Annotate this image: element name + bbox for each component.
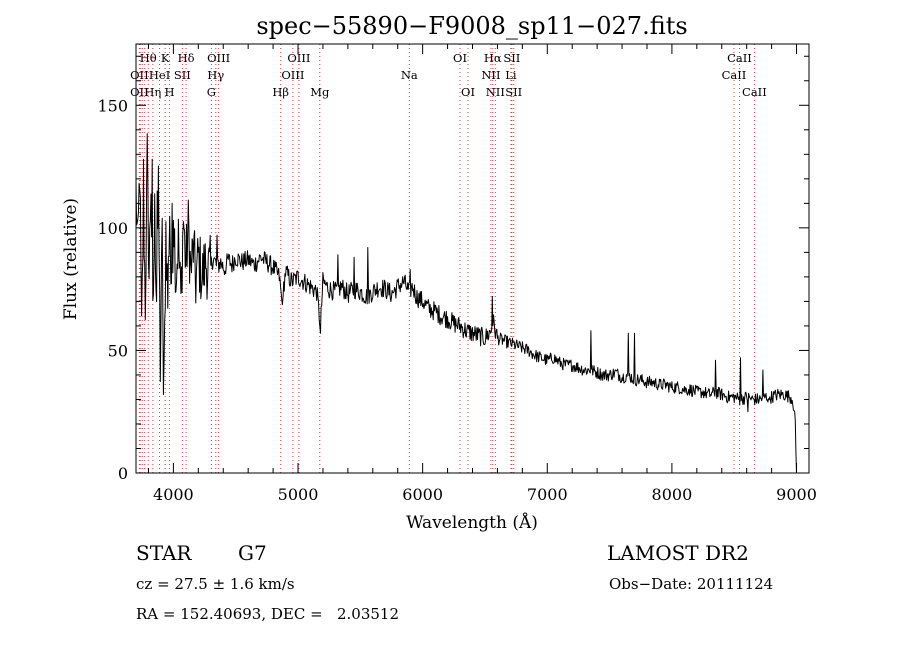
x-tick-label: 6000 — [402, 485, 443, 504]
x-axis: 4000 5000 6000 7000 8000 9000 — [147, 44, 817, 504]
spectral-line-label: Hδ — [178, 51, 195, 65]
spectral-line-label: CaII — [727, 51, 752, 65]
spectral-line-label: Hη — [144, 85, 161, 99]
y-axis-label: Flux (relative) — [61, 198, 81, 320]
spectral-line-label: NII — [481, 68, 500, 82]
spectral-line-label: SII — [174, 68, 191, 82]
spectral-line-label: NII — [486, 85, 505, 99]
spectral-line-label: Hγ — [207, 68, 224, 82]
obs-date: Obs−Date: 20111124 — [609, 575, 773, 593]
x-tick-label: 7000 — [527, 485, 568, 504]
spectral-line-label: CaII — [742, 85, 767, 99]
object-subclass: G7 — [238, 541, 267, 565]
y-tick-label: 100 — [97, 219, 128, 238]
x-tick-label: 5000 — [278, 485, 319, 504]
spectral-line-label: Li — [505, 68, 517, 82]
spectral-line-label: OII — [130, 68, 149, 82]
redshift-info: cz = 27.5 ± 1.6 km/s — [136, 575, 295, 593]
spectral-line-label: Hθ — [140, 51, 157, 65]
spectral-line-label: OI — [461, 85, 475, 99]
spectral-line-label: OI — [453, 51, 467, 65]
line-markers — [138, 44, 755, 473]
spectral-line-label: OII — [130, 85, 149, 99]
y-tick-label: 0 — [118, 464, 128, 483]
spectral-line-labels: Hθ OII OII K HeI Hη Hδ SII H OIII Hγ G OIII OIII Hβ Mg N… — [130, 51, 767, 99]
spectral-line-label: OIII — [281, 68, 304, 82]
spectral-line-label: Na — [401, 68, 418, 82]
spectral-line-label: G — [207, 85, 216, 99]
spectral-line-label: K — [161, 51, 170, 65]
plot-frame — [135, 43, 810, 474]
x-tick-label: 8000 — [652, 485, 693, 504]
y-tick-label: 150 — [97, 96, 128, 115]
spectral-line-label: Hα — [484, 51, 502, 65]
spectral-line-label: Mg — [310, 85, 330, 99]
spectrum-line — [135, 133, 797, 474]
y-tick-label: 50 — [108, 341, 128, 360]
spectral-line-label: SII — [503, 51, 520, 65]
coordinates: RA = 152.40693, DEC = 2.03512 — [136, 605, 399, 623]
spectral-line-label: OIII — [287, 51, 310, 65]
x-tick-label: 4000 — [153, 485, 194, 504]
x-tick-label: 9000 — [776, 485, 817, 504]
object-class: STAR — [136, 541, 192, 565]
x-axis-label: Wavelength (Å) — [406, 512, 538, 533]
y-axis: 0 50 100 150 — [97, 55, 809, 483]
spectrum-series — [135, 133, 797, 474]
spectral-line-label: CaII — [722, 68, 747, 82]
spectral-line-label: SII — [505, 85, 522, 99]
spectral-line-label: Hβ — [272, 85, 289, 99]
spectral-line-label: OIII — [207, 51, 230, 65]
spectral-line-label: HeI — [149, 68, 170, 82]
spectral-line-label: H — [165, 85, 175, 99]
survey-name: LAMOST DR2 — [607, 541, 749, 565]
chart-title: spec−55890−F9008_sp11−027.fits — [256, 12, 687, 40]
